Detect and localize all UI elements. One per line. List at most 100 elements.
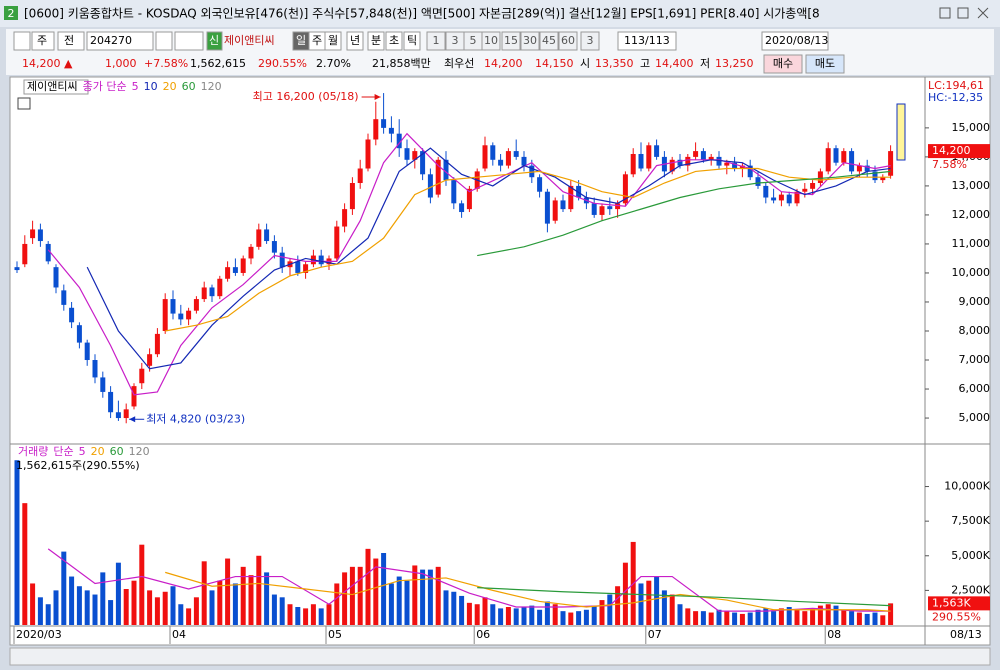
volume-bar bbox=[154, 597, 160, 625]
candle-body bbox=[349, 183, 355, 210]
volume-bar bbox=[685, 608, 691, 625]
unit-select[interactable] bbox=[31, 31, 55, 51]
mode: 전 bbox=[64, 34, 74, 47]
period-button[interactable] bbox=[385, 31, 403, 51]
order-label[interactable]: 매도 bbox=[815, 57, 835, 70]
candle-body bbox=[147, 354, 153, 366]
quote-item: 2.70% bbox=[316, 57, 351, 70]
candle-body bbox=[841, 151, 847, 163]
chart-menu[interactable] bbox=[13, 31, 31, 51]
volume-bar bbox=[232, 583, 238, 625]
volume-bar bbox=[131, 580, 137, 625]
candle-body bbox=[708, 156, 714, 160]
date-input[interactable] bbox=[761, 31, 829, 51]
volume-bar bbox=[825, 604, 831, 625]
interval: 30 bbox=[523, 34, 537, 47]
volume-bar bbox=[544, 601, 550, 625]
candle-body bbox=[217, 278, 223, 297]
x-tick-label: 2020/03 bbox=[16, 628, 62, 641]
candle-body bbox=[724, 162, 730, 166]
interval-button[interactable] bbox=[580, 31, 600, 51]
quote-item: 시 bbox=[580, 57, 590, 70]
candle-body bbox=[61, 290, 67, 305]
candle-body bbox=[466, 188, 472, 210]
grid-icon bbox=[17, 97, 31, 110]
candle-body bbox=[599, 206, 605, 215]
candle-body bbox=[529, 165, 535, 178]
candle-body bbox=[420, 151, 426, 175]
candle-body bbox=[638, 153, 644, 169]
candle-body bbox=[521, 156, 527, 166]
window-controls[interactable] bbox=[939, 7, 989, 19]
order-button[interactable] bbox=[805, 54, 845, 74]
candle-body bbox=[654, 145, 660, 157]
period-button[interactable] bbox=[346, 31, 364, 51]
new-badge[interactable] bbox=[206, 31, 223, 51]
order-button[interactable] bbox=[763, 54, 803, 74]
volume-bar bbox=[404, 580, 410, 625]
quote-item: 14,150 bbox=[535, 57, 574, 70]
y-tick-label: 11,000 bbox=[952, 237, 991, 250]
y-tick-label: 13,000 bbox=[952, 179, 991, 192]
volume-value: 1,562,615주(290.55%) bbox=[16, 459, 140, 472]
count-box[interactable] bbox=[617, 31, 677, 51]
candle-body bbox=[14, 267, 20, 271]
candle-body bbox=[318, 255, 324, 265]
candle-body bbox=[864, 165, 870, 172]
candle-body bbox=[451, 180, 457, 204]
volume-bar bbox=[139, 544, 145, 625]
volume-bar bbox=[880, 615, 886, 625]
period-button[interactable] bbox=[367, 31, 385, 51]
code-input[interactable] bbox=[86, 31, 154, 51]
candle-body bbox=[193, 299, 199, 311]
search[interactable] bbox=[155, 31, 173, 51]
interval-button[interactable] bbox=[558, 31, 578, 51]
volume-bar bbox=[724, 611, 730, 625]
volume-bar bbox=[560, 611, 566, 625]
candle-body bbox=[271, 241, 277, 253]
volume-bar bbox=[700, 611, 706, 625]
close[interactable] bbox=[977, 7, 989, 19]
candle-body bbox=[131, 386, 137, 407]
interval-button[interactable] bbox=[501, 31, 521, 51]
volume-bar bbox=[576, 611, 582, 625]
volume-bar bbox=[186, 608, 192, 625]
sound[interactable] bbox=[174, 31, 204, 51]
scrollbar[interactable] bbox=[9, 647, 991, 666]
order-label[interactable]: 매수 bbox=[773, 57, 793, 70]
volume-bar bbox=[248, 575, 254, 625]
candle-body bbox=[630, 153, 636, 175]
candle-body bbox=[833, 148, 839, 163]
volume-bar bbox=[373, 558, 379, 625]
candle-body bbox=[591, 203, 597, 215]
volume-bar bbox=[537, 609, 543, 625]
moving-average bbox=[165, 571, 891, 612]
mode-select[interactable] bbox=[57, 31, 85, 51]
candle-body bbox=[100, 377, 106, 392]
title-bar bbox=[0, 0, 1000, 27]
annotation: 최고 16,200 (05/18) bbox=[253, 90, 359, 103]
volume-bar bbox=[498, 608, 504, 625]
volume-bar bbox=[615, 586, 621, 625]
candle-body bbox=[513, 151, 519, 157]
period: 주 bbox=[312, 34, 322, 47]
x-tick-label: 07 bbox=[648, 628, 662, 641]
volume-bar bbox=[802, 611, 808, 625]
candle-body bbox=[802, 188, 808, 192]
minimize[interactable] bbox=[939, 7, 951, 19]
volume-bar bbox=[342, 572, 348, 625]
volume-bar bbox=[693, 611, 699, 625]
period-button[interactable] bbox=[324, 31, 342, 51]
volume-bar bbox=[84, 590, 90, 625]
maximize[interactable] bbox=[957, 7, 969, 19]
interval-button[interactable] bbox=[539, 31, 559, 51]
candle-body bbox=[69, 307, 75, 323]
candle-body bbox=[139, 368, 145, 384]
interval-button[interactable] bbox=[426, 31, 446, 51]
interval-button[interactable] bbox=[520, 31, 540, 51]
interval-button[interactable] bbox=[481, 31, 501, 51]
legend-box bbox=[23, 79, 89, 95]
candle-body bbox=[45, 243, 51, 262]
period-button[interactable] bbox=[403, 31, 421, 51]
volume-bar bbox=[443, 590, 449, 625]
